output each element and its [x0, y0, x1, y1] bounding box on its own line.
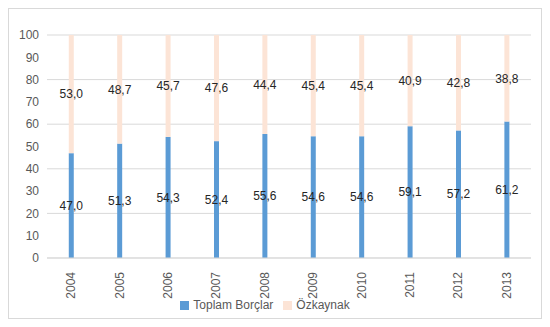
svg-text:51,3: 51,3 — [108, 194, 132, 208]
svg-text:90: 90 — [26, 51, 40, 65]
svg-text:2011: 2011 — [403, 272, 417, 298]
svg-text:2009: 2009 — [306, 272, 320, 299]
svg-text:2005: 2005 — [113, 272, 127, 299]
svg-text:38,8: 38,8 — [495, 72, 519, 86]
svg-text:53,0: 53,0 — [60, 87, 84, 101]
svg-text:100: 100 — [19, 28, 39, 42]
svg-text:57,2: 57,2 — [447, 187, 471, 201]
svg-text:0: 0 — [32, 251, 39, 265]
svg-text:80: 80 — [26, 73, 40, 87]
svg-text:59,1: 59,1 — [398, 185, 422, 199]
svg-text:30: 30 — [26, 184, 40, 198]
svg-text:10: 10 — [26, 229, 40, 243]
svg-text:48,7: 48,7 — [108, 83, 132, 97]
svg-text:60: 60 — [26, 117, 40, 131]
svg-text:45,4: 45,4 — [302, 79, 326, 93]
svg-text:61,2: 61,2 — [495, 183, 519, 197]
svg-text:70: 70 — [26, 95, 40, 109]
svg-text:47,6: 47,6 — [205, 81, 229, 95]
svg-text:20: 20 — [26, 207, 40, 221]
svg-text:54,6: 54,6 — [302, 190, 326, 204]
svg-text:2012: 2012 — [451, 272, 465, 299]
svg-text:45,4: 45,4 — [350, 79, 374, 93]
html-text:Toplam Borçlar: Toplam Borçlar — [193, 298, 274, 312]
svg-text:45,7: 45,7 — [156, 79, 180, 93]
svg-text:2013: 2013 — [500, 272, 514, 299]
svg-text:40: 40 — [26, 162, 40, 176]
svg-text:2004: 2004 — [64, 272, 78, 299]
svg-text:2008: 2008 — [258, 272, 272, 299]
svg-text:54,3: 54,3 — [156, 191, 180, 205]
svg-text:52,4: 52,4 — [205, 193, 229, 207]
svg-text:47,0: 47,0 — [60, 199, 84, 213]
html-text:Özkaynak: Özkaynak — [296, 298, 350, 312]
svg-text:54,6: 54,6 — [350, 190, 374, 204]
svg-text:2010: 2010 — [355, 272, 369, 299]
svg-text:40,9: 40,9 — [398, 74, 422, 88]
svg-text:44,4: 44,4 — [253, 78, 277, 92]
svg-text:2006: 2006 — [161, 272, 175, 299]
svg-text:2007: 2007 — [209, 272, 223, 299]
svg-text:42,8: 42,8 — [447, 76, 471, 90]
svg-text:50: 50 — [26, 140, 40, 154]
svg-text:55,6: 55,6 — [253, 189, 277, 203]
